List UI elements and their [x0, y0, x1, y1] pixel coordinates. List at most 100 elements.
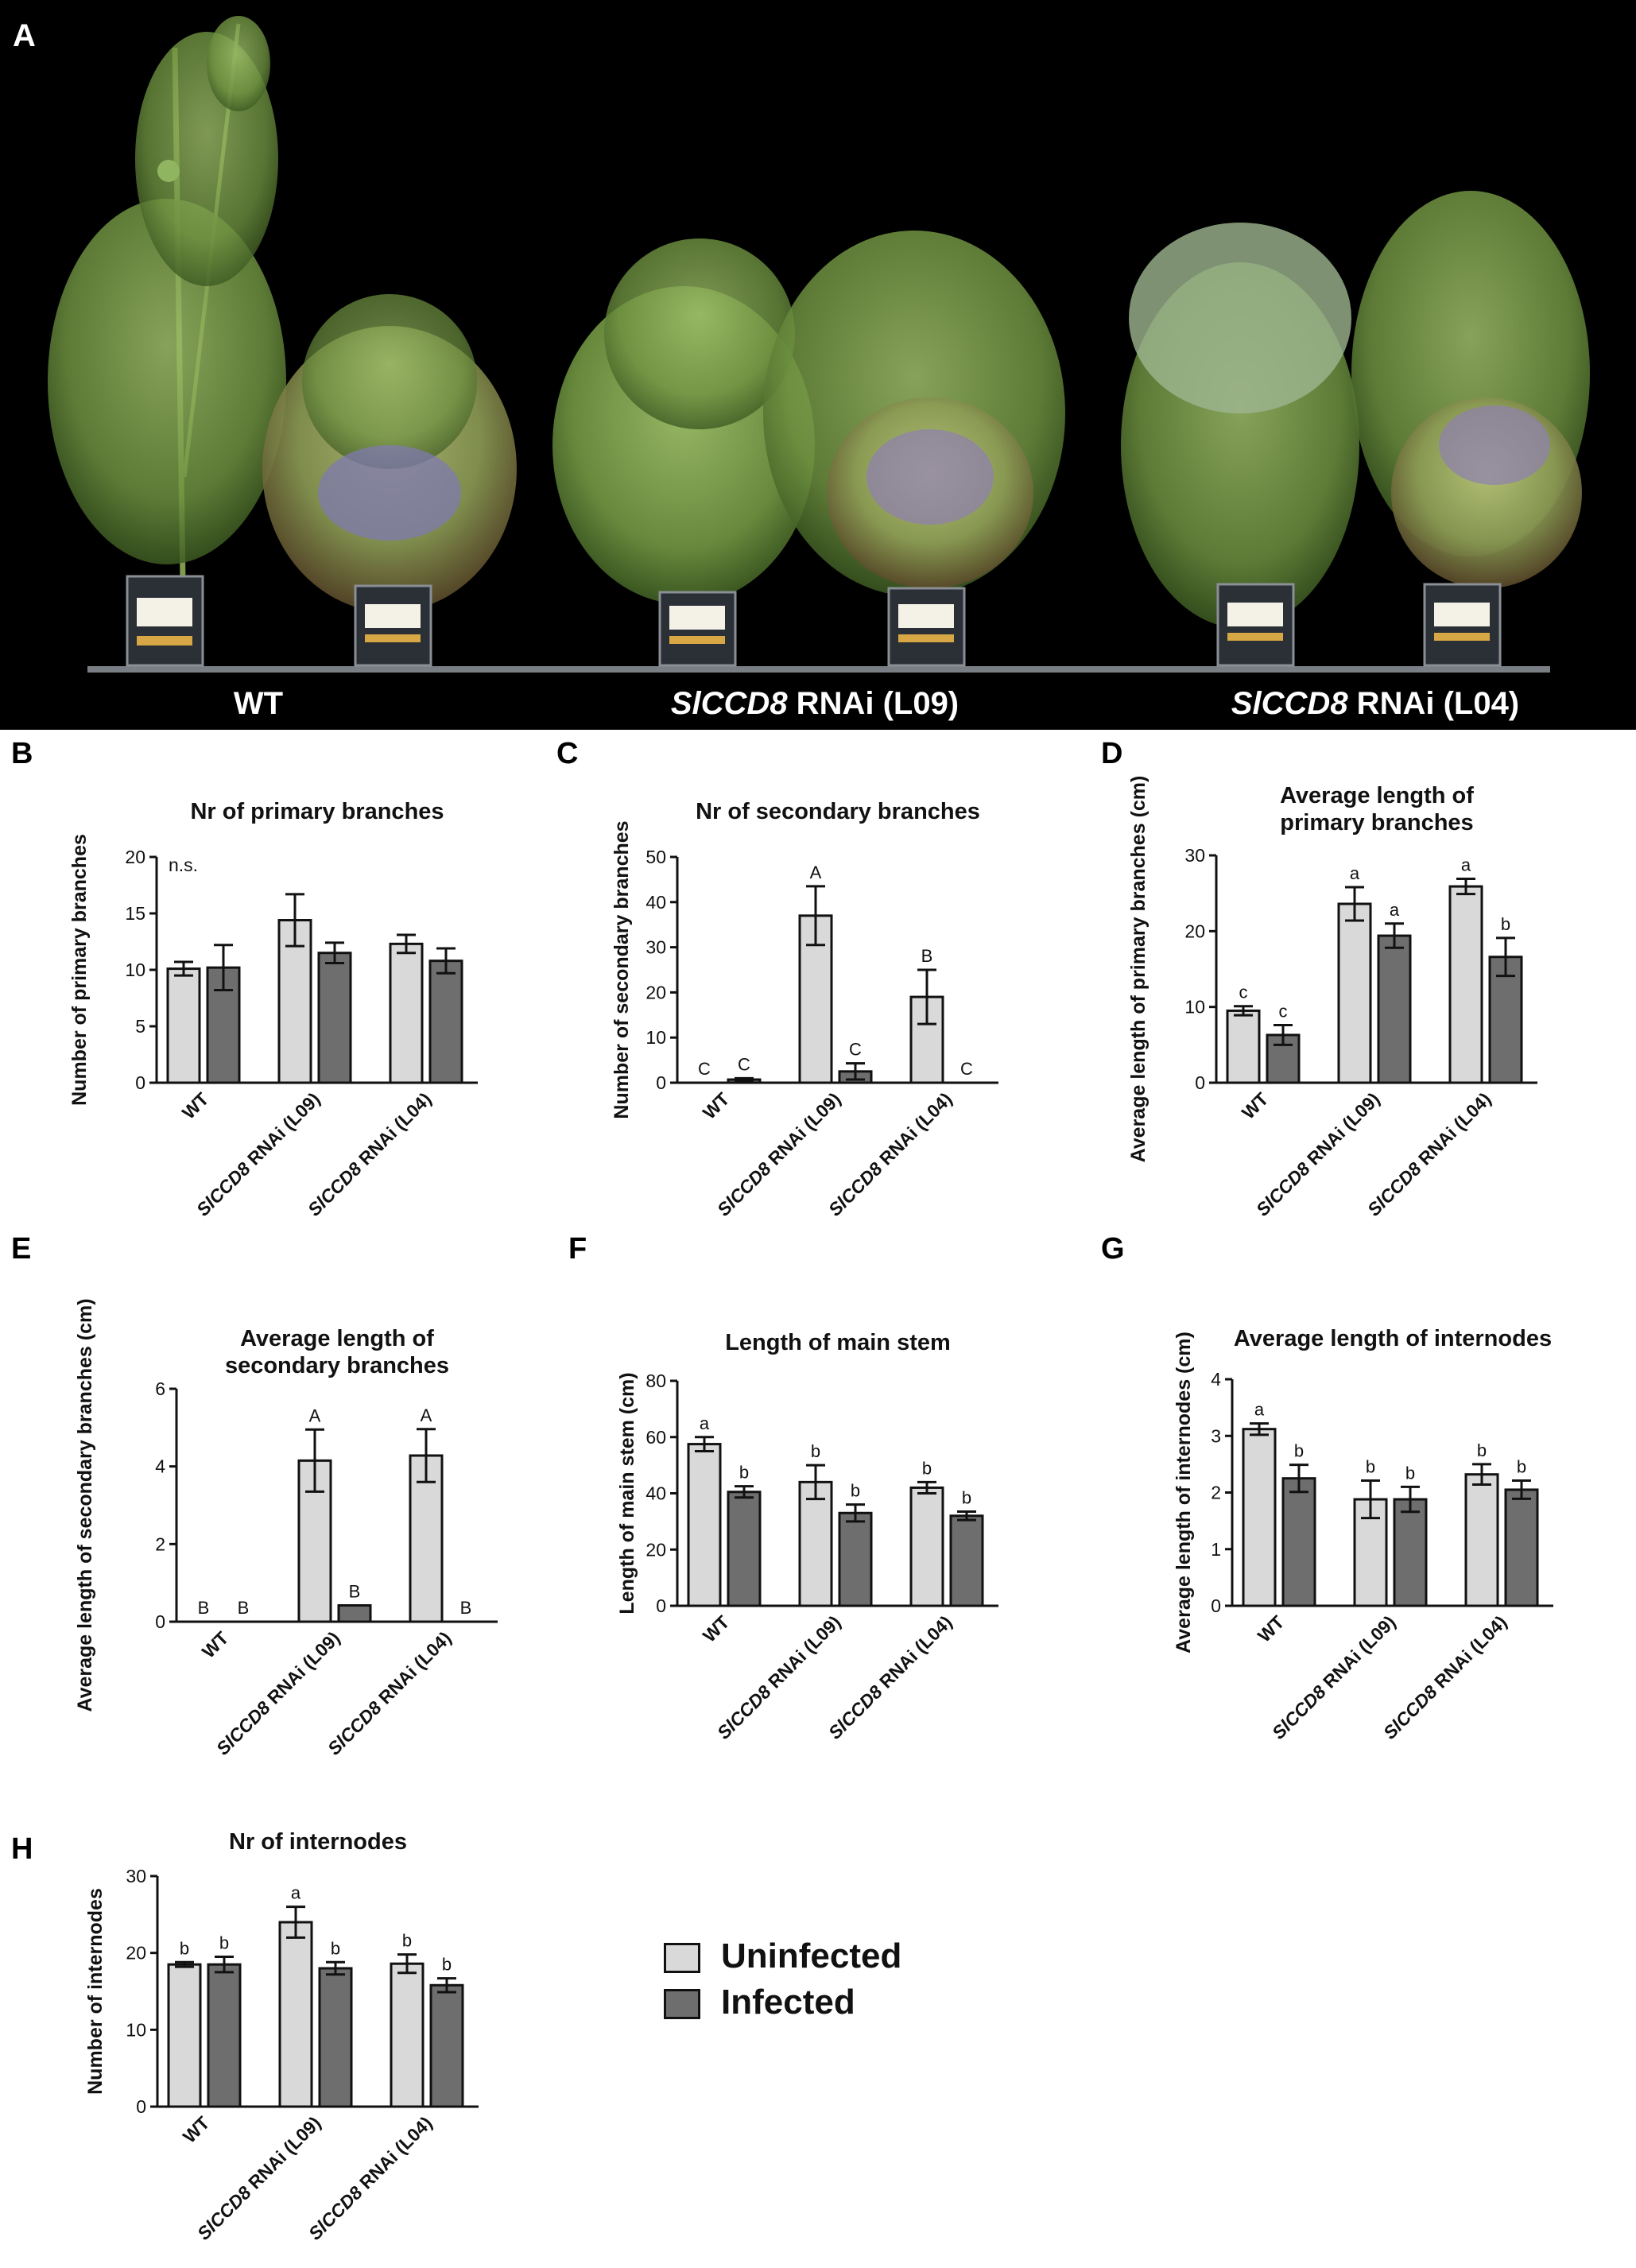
significance-label: a [1350, 863, 1360, 883]
x-tick-label-rest: RNAi (L09) [240, 1088, 324, 1173]
significance-label: A [309, 1405, 321, 1425]
bar-uninfected [278, 1921, 313, 2108]
x-tick-label: WT [699, 1088, 734, 1123]
bar-uninfected [167, 1963, 202, 2108]
chart-title: primary branches [1280, 810, 1473, 835]
bar-uninfected [798, 914, 833, 1084]
group-label-l04: SlCCD8 RNAi (L04) [1231, 686, 1519, 721]
y-tick-label: 0 [656, 1595, 666, 1616]
bar-infected [207, 1963, 242, 2108]
chart-title: Nr of internodes [229, 1829, 407, 1855]
significance-label: b [811, 1441, 820, 1461]
significance-label: a [700, 1413, 710, 1433]
x-tick-label-italic: SlCCD8 [1268, 1681, 1330, 1743]
x-tick-label: SlCCD8 RNAi (L09) [1252, 1088, 1384, 1220]
x-tick-label-rest: RNAi (L09) [1300, 1088, 1384, 1173]
plant-photo-illustration: A WT SlCCD8 RNAi (L09) SlCCD8 RNAi (L04) [13, 16, 1590, 721]
bar-uninfected [1337, 902, 1372, 1084]
significance-label: a [1254, 1400, 1265, 1420]
chart-f: F Length of main stem Length of main stem … [568, 1232, 998, 1743]
y-tick-label: 4 [155, 1456, 165, 1477]
x-tick-label-italic: SlCCD8 [824, 1681, 886, 1743]
plant-l04-uninfected [1121, 223, 1359, 628]
y-axis-label: Number of internodes [84, 1888, 107, 2095]
x-tick-label: SlCCD8 RNAi (L04) [824, 1088, 956, 1220]
y-tick-label: 5 [135, 1016, 145, 1037]
significance-label: c [1279, 1002, 1288, 1022]
y-tick-label: 0 [656, 1072, 666, 1093]
plant-photo-panel: A WT SlCCD8 RNAi (L09) SlCCD8 RNAi (L04) [0, 0, 1636, 730]
bar-infected [1504, 1488, 1539, 1607]
significance-label: C [960, 1059, 973, 1079]
y-tick-label: 40 [645, 892, 666, 913]
x-tick-label-rest: RNAi (L04) [371, 1627, 456, 1712]
legend-label-infected: Infected [721, 1983, 855, 2022]
x-tick-label-italic: SlCCD8 [824, 1158, 886, 1220]
x-tick-label: SlCCD8 RNAi (L09) [1268, 1611, 1400, 1743]
significance-label: B [921, 946, 933, 966]
x-tick-label-rest: RNAi (L09) [241, 2112, 325, 2196]
significance-label: C [849, 1040, 862, 1060]
bar-uninfected [390, 1962, 425, 2108]
y-tick-label: 20 [1184, 921, 1205, 941]
y-tick-label: 10 [645, 1027, 666, 1048]
y-tick-label: 20 [125, 847, 145, 867]
y-tick-label: 30 [645, 937, 666, 958]
x-tick-label-rest: RNAi (L04) [352, 2112, 436, 2196]
x-tick-label-rest: RNAi (L04) [351, 1088, 436, 1173]
x-tick-label-italic: SlCCD8 [304, 1158, 366, 1220]
x-tick-label: SlCCD8 RNAi (L09) [193, 2112, 325, 2244]
bar-infected [949, 1514, 984, 1607]
x-tick-label: WT [198, 1627, 233, 1662]
plant-l09-infected [763, 231, 1065, 596]
significance-label: B [238, 1598, 250, 1618]
x-tick-label-rest: RNAi (L09) [761, 1611, 845, 1696]
bar-uninfected [1353, 1498, 1388, 1607]
legend: Uninfected Infected [664, 1937, 998, 2035]
panel-label-b: B [11, 737, 33, 770]
y-tick-label: 0 [136, 2096, 146, 2117]
y-axis-label: Average length of secondary branches (cm… [74, 1298, 96, 1712]
x-tick-label-rest: RNAi (L04) [872, 1611, 956, 1696]
significance-label: b [1366, 1457, 1375, 1477]
bar-uninfected [909, 1486, 944, 1607]
y-tick-label: 20 [645, 1539, 666, 1560]
x-tick-label-italic: SlCCD8 [713, 1681, 775, 1743]
y-tick-label: 6 [155, 1378, 165, 1399]
significance-label: b [922, 1458, 932, 1478]
x-tick-label-italic: SlCCD8 [324, 1697, 386, 1759]
y-tick-label: 20 [645, 982, 666, 1002]
y-axis-label: Average length of internodes (cm) [1173, 1332, 1195, 1654]
chart-title: Average length of [240, 1326, 434, 1351]
bar-uninfected [1226, 1009, 1261, 1084]
x-tick-label: SlCCD8 RNAi (L09) [192, 1088, 324, 1220]
y-tick-label: 4 [1211, 1369, 1221, 1390]
x-tick-label-rest: RNAi (L09) [761, 1088, 845, 1173]
chart-note: n.s. [169, 855, 198, 875]
panel-label-h: H [11, 1832, 33, 1866]
x-tick-label: WT [699, 1611, 734, 1646]
bar-uninfected [389, 942, 424, 1084]
x-tick-label: SlCCD8 RNAi (L04) [824, 1611, 956, 1743]
y-tick-label: 1 [1211, 1539, 1221, 1560]
significance-label: b [1501, 914, 1510, 934]
bar-uninfected [687, 1443, 722, 1607]
chart-g: G Average length of internodes Average len… [1101, 1232, 1553, 1743]
bar-infected [429, 1983, 464, 2108]
plant-wt-infected [262, 294, 517, 612]
x-tick-label: WT [179, 2112, 214, 2147]
significance-label: b [851, 1481, 860, 1501]
y-tick-label: 80 [645, 1370, 666, 1391]
x-tick-label-italic: SlCCD8 [304, 2182, 366, 2244]
x-tick-label: SlCCD8 RNAi (L04) [1379, 1611, 1511, 1743]
chart-h: H Nr of internodes Number of internodes 0 10… [11, 1829, 479, 2244]
y-tick-label: 40 [645, 1483, 666, 1504]
plant-wt-uninfected [48, 16, 286, 581]
y-tick-label: 0 [135, 1072, 145, 1093]
group-label-wt: WT [234, 686, 283, 721]
y-tick-label: 3 [1211, 1425, 1221, 1446]
x-tick-label-rest: RNAi (L09) [1316, 1611, 1400, 1696]
y-tick-label: 20 [126, 1943, 146, 1964]
